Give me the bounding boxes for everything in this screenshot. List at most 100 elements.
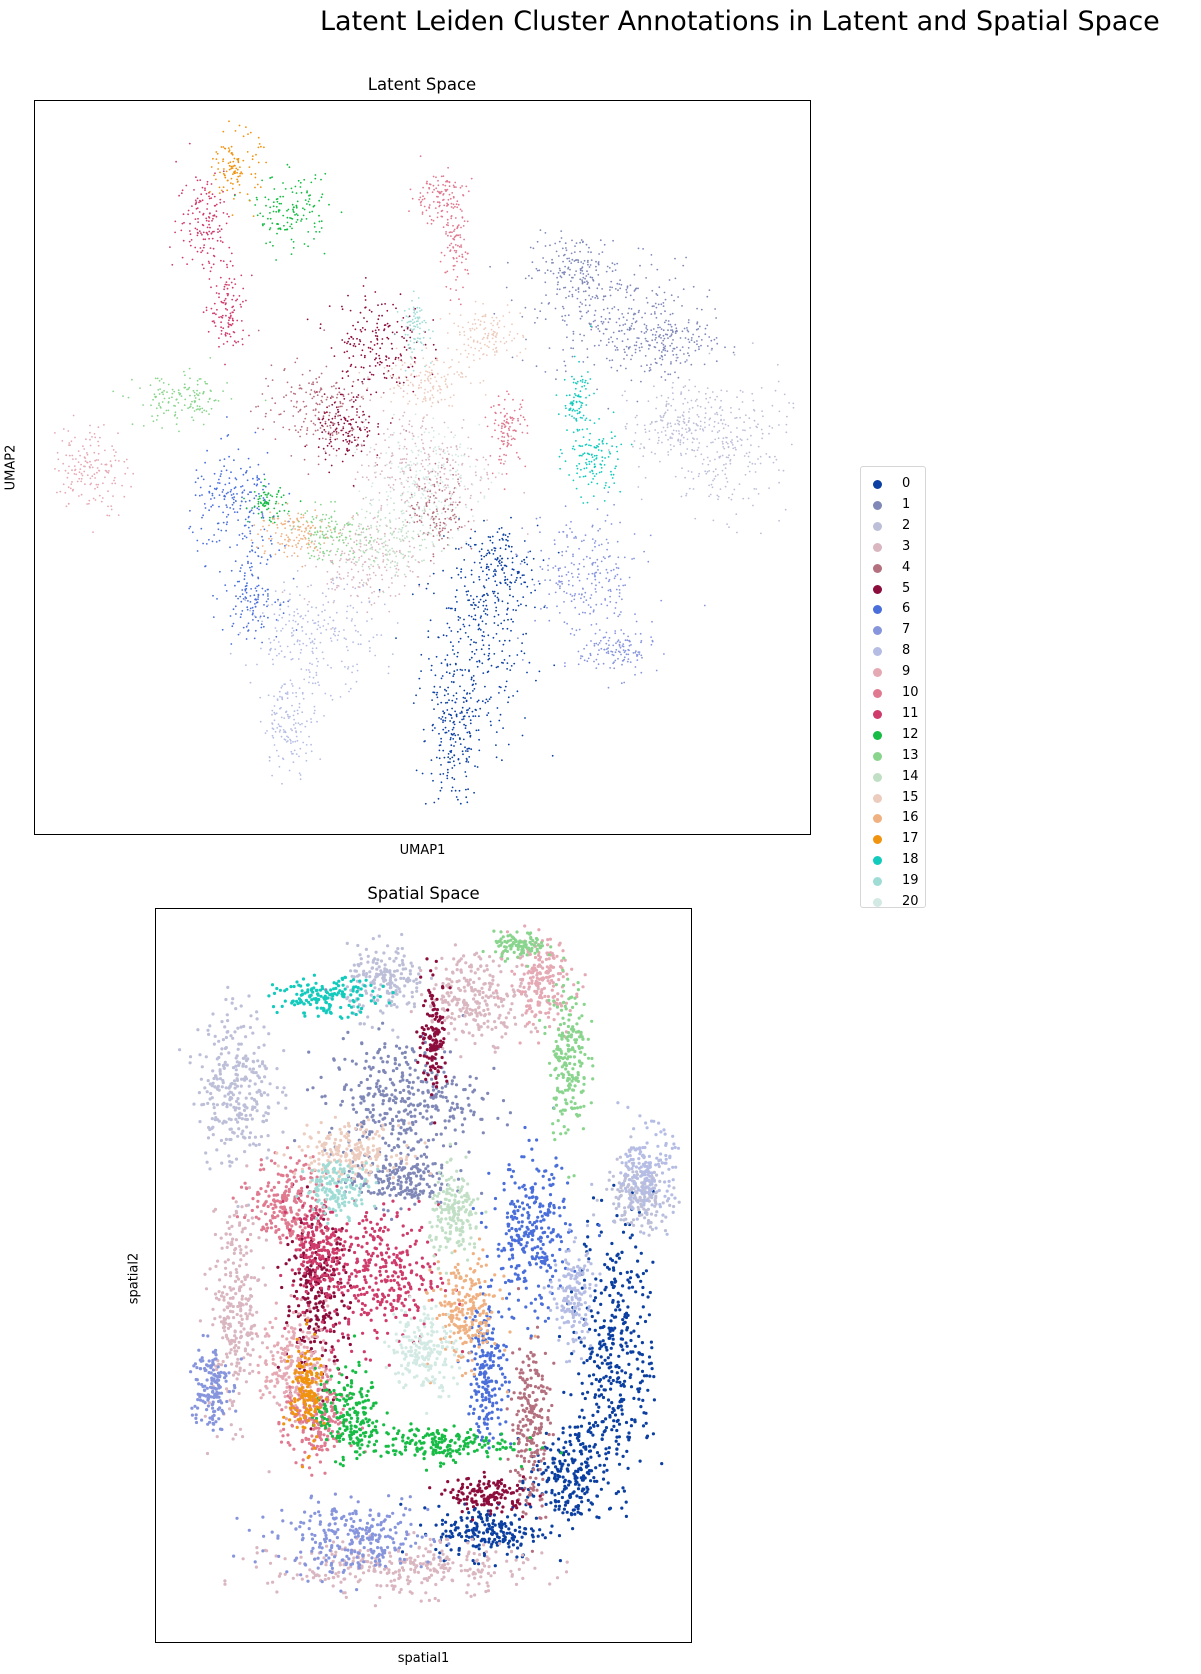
scatter-point	[521, 527, 524, 530]
scatter-point	[591, 296, 594, 298]
scatter-point	[400, 359, 403, 361]
scatter-point	[299, 652, 302, 654]
scatter-point	[327, 418, 330, 421]
scatter-point	[420, 439, 423, 441]
scatter-point	[698, 472, 701, 475]
scatter-point	[408, 431, 411, 433]
scatter-point	[674, 330, 677, 333]
scatter-point	[262, 593, 265, 596]
scatter-point	[686, 401, 689, 404]
scatter-point	[457, 798, 459, 801]
scatter-point	[563, 253, 566, 256]
scatter-point	[64, 469, 67, 472]
scatter-point	[726, 523, 728, 525]
scatter-point	[267, 492, 270, 495]
scatter-point	[660, 431, 663, 433]
scatter-point	[294, 429, 297, 432]
scatter-point	[435, 522, 438, 525]
scatter-point	[296, 585, 298, 588]
scatter-point	[221, 628, 224, 631]
scatter-point	[189, 394, 191, 397]
scatter-point	[326, 583, 329, 585]
scatter-point	[196, 234, 199, 237]
scatter-point	[391, 331, 394, 334]
scatter-point	[83, 465, 85, 468]
scatter-point	[264, 500, 267, 503]
scatter-point	[334, 500, 336, 503]
scatter-point	[635, 620, 638, 623]
scatter-point	[206, 183, 209, 186]
scatter-point	[455, 474, 457, 476]
scatter-point	[258, 493, 260, 495]
scatter-point	[685, 492, 688, 495]
scatter-point	[479, 562, 481, 564]
scatter-point	[346, 610, 348, 613]
scatter-point	[681, 330, 684, 333]
scatter-point	[302, 741, 305, 744]
scatter-point	[328, 414, 331, 417]
scatter-point	[578, 547, 580, 550]
scatter-point	[286, 163, 289, 166]
scatter-point	[582, 262, 585, 265]
scatter-point	[168, 397, 171, 400]
scatter-point	[582, 276, 585, 279]
scatter-point	[395, 356, 397, 359]
scatter-point	[280, 650, 283, 653]
scatter-point	[297, 411, 300, 413]
scatter-point	[573, 260, 576, 262]
scatter-point	[446, 484, 449, 487]
scatter-point	[428, 458, 430, 461]
scatter-point	[499, 547, 502, 550]
scatter-point	[245, 638, 248, 640]
scatter-point	[290, 391, 292, 393]
scatter-point	[591, 564, 594, 566]
scatter-point	[672, 429, 675, 432]
scatter-point	[433, 485, 436, 488]
scatter-point	[352, 665, 354, 668]
scatter-point	[256, 663, 258, 666]
scatter-point	[357, 443, 359, 446]
scatter-point	[595, 260, 597, 263]
scatter-point	[353, 343, 356, 345]
scatter-point	[707, 401, 710, 404]
scatter-point	[517, 456, 520, 458]
scatter-point	[713, 420, 716, 423]
scatter-point	[418, 519, 421, 522]
scatter-point	[274, 601, 277, 604]
scatter-point	[508, 639, 511, 642]
scatter-point	[213, 204, 216, 207]
scatter-point	[256, 214, 259, 217]
scatter-point	[329, 436, 332, 439]
scatter-point	[611, 262, 614, 265]
scatter-point	[621, 340, 624, 343]
scatter-point	[360, 601, 363, 604]
scatter-point	[340, 534, 343, 537]
scatter-point	[363, 413, 365, 416]
scatter-point	[114, 482, 117, 485]
scatter-point	[724, 473, 727, 476]
scatter-point	[320, 632, 322, 635]
scatter-point	[621, 645, 624, 647]
scatter-point	[317, 660, 319, 663]
scatter-point	[430, 664, 433, 667]
scatter-point	[212, 312, 214, 315]
scatter-point	[506, 557, 509, 560]
scatter-point	[674, 475, 677, 478]
scatter-point	[234, 560, 237, 563]
scatter-point	[519, 576, 522, 579]
scatter-point	[352, 576, 355, 578]
scatter-point	[175, 160, 178, 163]
scatter-point	[292, 415, 295, 417]
scatter-point	[183, 221, 185, 224]
scatter-point	[674, 332, 677, 334]
scatter-point	[349, 550, 351, 552]
scatter-point	[480, 566, 483, 569]
scatter-point	[498, 455, 501, 458]
scatter-point	[625, 427, 627, 430]
scatter-point	[651, 639, 654, 642]
scatter-point	[317, 455, 320, 458]
scatter-point	[439, 521, 442, 524]
scatter-point	[525, 604, 527, 607]
scatter-point	[474, 708, 477, 711]
scatter-point	[359, 405, 362, 408]
